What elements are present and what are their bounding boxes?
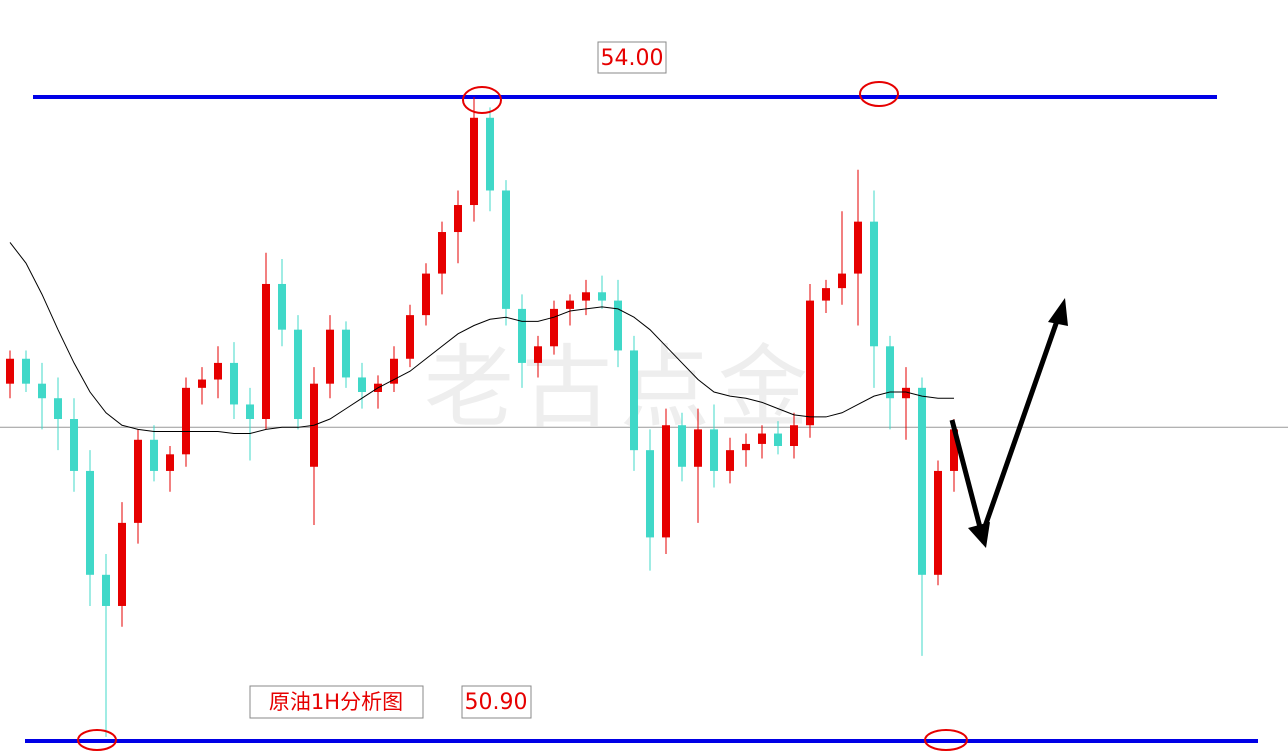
candle-body bbox=[182, 387, 190, 455]
candle-body bbox=[678, 425, 686, 467]
candle-body bbox=[70, 419, 78, 471]
candle-body bbox=[294, 329, 302, 419]
highlight-circle bbox=[462, 86, 502, 114]
candle-body bbox=[166, 454, 174, 471]
chart-title: 原油1H分析图 bbox=[269, 690, 403, 714]
candle-body bbox=[342, 329, 350, 378]
candle-body bbox=[486, 117, 494, 191]
candle-body bbox=[566, 300, 574, 309]
candle-body bbox=[550, 308, 558, 347]
candle-body bbox=[870, 221, 878, 347]
candle-body bbox=[854, 221, 862, 274]
label-box bbox=[249, 685, 424, 719]
candle-body bbox=[326, 329, 334, 384]
candle-body bbox=[54, 398, 62, 419]
candle-body bbox=[742, 443, 750, 451]
candle-body bbox=[662, 425, 670, 538]
candle-body bbox=[582, 292, 590, 301]
candle-body bbox=[694, 429, 702, 467]
candle-body bbox=[278, 283, 286, 330]
candle-body bbox=[902, 387, 910, 399]
candle-body bbox=[758, 433, 766, 444]
forecast-arrow bbox=[949, 298, 1068, 548]
candle-body bbox=[726, 450, 734, 471]
candle-body bbox=[934, 470, 942, 575]
candle-body bbox=[518, 308, 526, 363]
annotations bbox=[77, 81, 968, 751]
candle-body bbox=[358, 377, 366, 392]
level-label: 54.00 bbox=[601, 46, 664, 71]
candle-body bbox=[502, 190, 510, 309]
candle-body bbox=[230, 362, 238, 405]
watermark: 老古点金 bbox=[424, 335, 816, 440]
candle-body bbox=[822, 288, 830, 301]
candle-body bbox=[22, 358, 30, 384]
plot bbox=[0, 95, 1288, 743]
candle-body bbox=[598, 292, 606, 301]
highlight-circle bbox=[859, 81, 899, 107]
candle-body bbox=[390, 358, 398, 384]
candle-body bbox=[134, 439, 142, 523]
label-box bbox=[461, 685, 532, 719]
candle-body bbox=[470, 117, 478, 206]
candle-body bbox=[710, 429, 718, 471]
level-label: 50.90 bbox=[465, 690, 528, 715]
candle-body bbox=[86, 470, 94, 575]
highlight-circle bbox=[77, 729, 117, 751]
candle-body bbox=[950, 429, 958, 471]
candle-body bbox=[790, 425, 798, 447]
candle-body bbox=[406, 315, 414, 359]
candle-body bbox=[6, 358, 14, 384]
candle-body bbox=[422, 273, 430, 316]
candle-body bbox=[102, 574, 110, 606]
candle-body bbox=[806, 300, 814, 426]
candle-body bbox=[838, 273, 846, 289]
candle-body bbox=[118, 522, 126, 606]
arrow-head bbox=[968, 522, 990, 548]
candle-body bbox=[886, 346, 894, 399]
candle-body bbox=[38, 383, 46, 399]
candle-body bbox=[630, 350, 638, 451]
candle-body bbox=[454, 205, 462, 233]
label-box bbox=[597, 41, 667, 74]
candle-body bbox=[150, 439, 158, 471]
candle-body bbox=[438, 232, 446, 274]
candle-body bbox=[534, 346, 542, 363]
moving-average bbox=[9, 242, 954, 435]
candle-body bbox=[918, 387, 926, 575]
candle-body bbox=[646, 450, 654, 538]
candle-body bbox=[774, 433, 782, 447]
highlight-circle bbox=[924, 729, 968, 751]
candle-body bbox=[246, 404, 254, 419]
candle-body bbox=[198, 379, 206, 388]
candle-body bbox=[614, 300, 622, 351]
arrow-head bbox=[1048, 298, 1068, 326]
candle-body bbox=[214, 362, 222, 380]
arrow-path bbox=[949, 317, 1061, 544]
candle-body bbox=[262, 283, 270, 419]
